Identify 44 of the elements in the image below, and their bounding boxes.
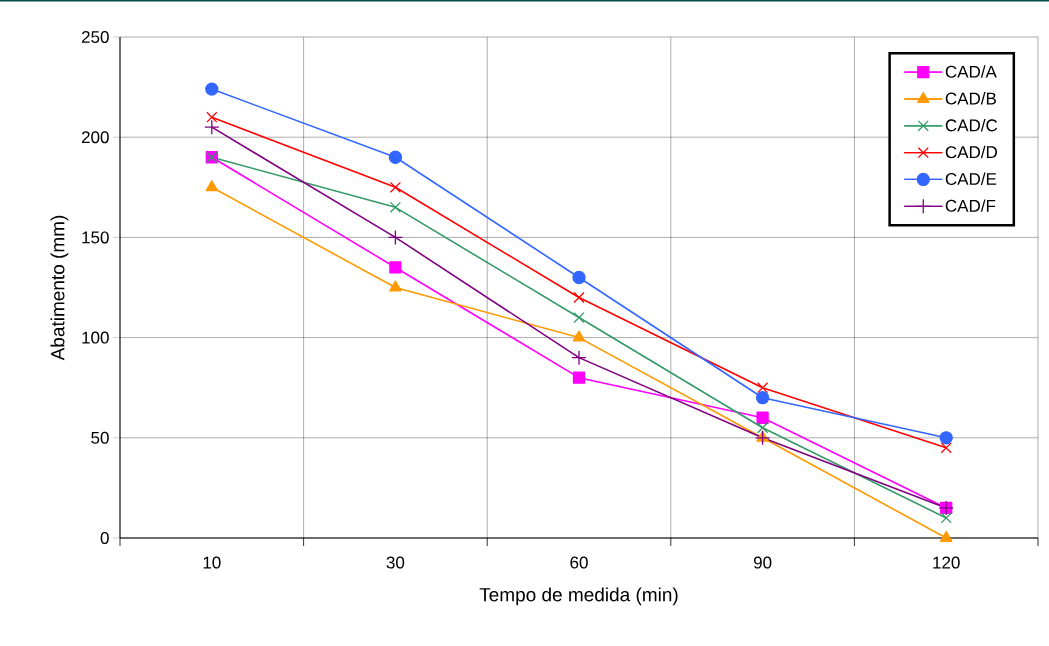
- point: [572, 371, 586, 384]
- legend-label: CAD/A: [945, 65, 997, 78]
- point: [389, 261, 402, 274]
- y-tick-label: 150: [82, 231, 109, 244]
- y-tick-label: 100: [82, 331, 109, 344]
- legend-label: CAD/C: [945, 118, 998, 132]
- point: [939, 431, 953, 445]
- point: [389, 280, 402, 292]
- point: [757, 422, 769, 434]
- x-tick-label: 90: [753, 556, 772, 569]
- point: [573, 311, 585, 324]
- point: [388, 150, 403, 164]
- y-tick-label: 200: [81, 131, 109, 144]
- legend-label: CAD/F: [945, 199, 996, 212]
- y-tick-label: 50: [91, 431, 109, 444]
- point: [939, 530, 953, 542]
- point: [204, 119, 220, 135]
- x-axis-title: Tempo de medida (min): [479, 587, 678, 606]
- y-tick-label: 0: [100, 531, 109, 545]
- y-tick-label: 250: [81, 30, 109, 44]
- point: [573, 291, 585, 304]
- y-axis-title: Abatimento (mm): [50, 215, 69, 361]
- point: [205, 180, 219, 192]
- x-tick-label: 30: [386, 556, 405, 569]
- point: [389, 181, 402, 193]
- legend-label: CAD/B: [945, 92, 996, 105]
- point: [940, 442, 952, 454]
- x-tick-label: 120: [933, 556, 960, 569]
- legend-label: CAD/E: [945, 172, 997, 186]
- point: [754, 430, 771, 446]
- point: [205, 82, 219, 96]
- point: [387, 229, 404, 246]
- x-tick-label: 60: [570, 556, 588, 569]
- point: [940, 512, 952, 524]
- point: [572, 330, 586, 342]
- point: [206, 111, 218, 123]
- point: [572, 270, 586, 285]
- point: [755, 391, 770, 405]
- x-tick-label: 10: [203, 556, 221, 569]
- point: [757, 382, 769, 394]
- point: [756, 411, 769, 424]
- point: [389, 201, 402, 213]
- point: [571, 349, 587, 366]
- legend-label: CAD/D: [945, 145, 997, 159]
